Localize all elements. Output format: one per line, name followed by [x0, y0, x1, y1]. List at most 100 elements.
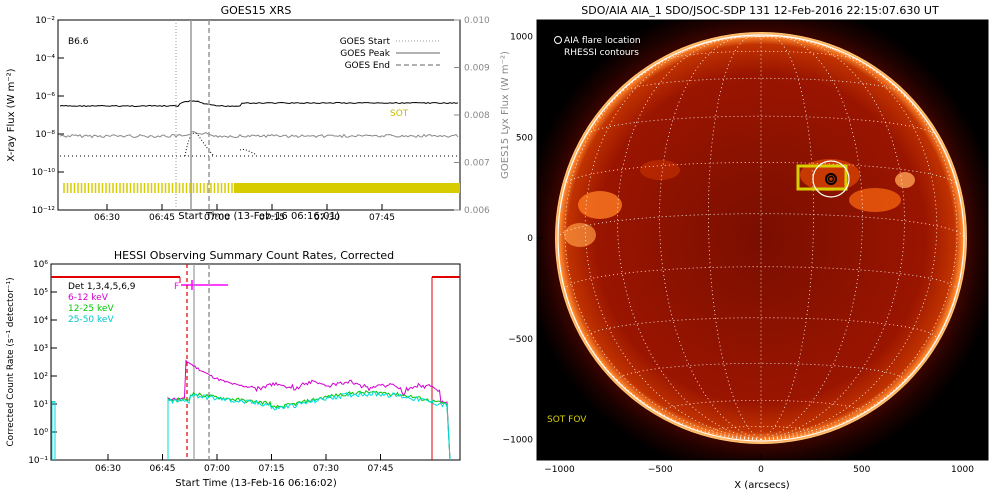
goes-x-tick-label: 07:15 — [259, 213, 285, 223]
goes-y2-tick-label: 0.006 — [464, 206, 490, 216]
hessi-x-tick-label: 07:15 — [259, 464, 285, 474]
hessi-x-label: Start Time (13-Feb-16 06:16:02) — [175, 478, 337, 489]
active-region-west — [849, 188, 901, 212]
latitude-line — [708, 426, 814, 433]
sun-disk — [555, 32, 967, 444]
goes-title: GOES15 XRS — [221, 4, 292, 17]
sun-x-tick-label: 500 — [853, 465, 870, 475]
hessi-y-tick-label: 10³ — [33, 344, 48, 354]
sot-fov-label: SOT FOV — [547, 415, 587, 425]
hessi-x-tick-label: 07:45 — [368, 464, 394, 474]
goes-class-label: B6.6 — [68, 37, 89, 47]
sun-panel: SDO/AIA AIA_1 SDO/JSOC-SDP 131 12-Feb-20… — [503, 4, 989, 491]
hessi-plot-frame — [50, 263, 461, 461]
hessi-y-tick-label: 10⁻¹ — [28, 456, 48, 466]
sun-title: SDO/AIA AIA_1 SDO/JSOC-SDP 131 12-Feb-20… — [581, 4, 939, 17]
hessi-legend-25-50: 25-50 keV — [68, 315, 114, 325]
goes-x-label: Start Time (13-Feb-16 06:16:01) — [178, 211, 340, 222]
hessi-legend: Det 1,3,4,5,6,9 6-12 keV 12-25 keV 25-50… — [68, 282, 136, 325]
sot-coverage-bar — [63, 183, 233, 193]
hessi-x-tick-label: 06:30 — [95, 464, 121, 474]
sun-x-tick-label: −1000 — [544, 465, 575, 475]
goes-y-tick-label: 10⁻⁴ — [35, 54, 55, 64]
legend-goes-peak-label: GOES Peak — [340, 49, 390, 59]
goes-y2-tick-label: 0.009 — [464, 64, 490, 74]
legend-goes-start-label: GOES Start — [340, 37, 391, 47]
goes-y-tick-label: 10⁻² — [35, 16, 55, 26]
legend-aia-icon — [554, 36, 562, 44]
goes-y-tick-label: 10⁻⁸ — [35, 130, 55, 140]
hessi-y-tick-label: 10⁰ — [33, 428, 48, 438]
hessi-x-axis: 06:30 06:45 07:00 07:15 07:30 07:45 — [95, 454, 393, 474]
solar-limb — [557, 34, 965, 442]
sot-coverage-solid — [234, 183, 460, 193]
goes-x-tick-label: 07:00 — [204, 213, 230, 223]
goes-y2-axis: 0.010 0.009 0.008 0.007 0.006 — [454, 16, 490, 216]
longitude-line — [659, 35, 762, 440]
sun-x-tick-label: 1000 — [951, 465, 974, 475]
sot-fov-box — [796, 164, 848, 191]
sun-y-tick-label: 500 — [516, 133, 533, 143]
longitude-line — [708, 35, 762, 440]
goes-y2-tick-label: 0.010 — [464, 16, 490, 26]
sun-y-tick-label: −1000 — [503, 436, 534, 446]
hessi-title: HESSI Observing Summary Count Rates, Cor… — [114, 249, 394, 262]
sun-x-tick-label: −500 — [648, 465, 673, 475]
hessi-flare-flag-label: F — [174, 282, 179, 292]
goes-y2-tick-label: 0.008 — [464, 111, 490, 121]
latitude-line — [584, 115, 938, 138]
hessi-legend-12-25: 12-25 keV — [68, 304, 114, 314]
longitude-line — [760, 35, 863, 440]
rhessi-contour-inner — [827, 175, 835, 183]
goes-x-tick-label: 07:45 — [369, 213, 395, 223]
goes-panel: GOES15 XRS 10⁻² 10⁻⁴ 10⁻⁶ 10⁻⁸ 10⁻¹⁰ 10⁻¹² 0.… — [6, 4, 511, 223]
aia-flare-location-circle — [812, 160, 850, 198]
goes-y-tick-label: 10⁻¹⁰ — [32, 168, 56, 178]
hessi-panel: HESSI Observing Summary Count Rates, Cor… — [6, 249, 461, 489]
goes-y-axis: 10⁻² 10⁻⁴ 10⁻⁶ 10⁻⁸ 10⁻¹⁰ 10⁻¹² — [32, 16, 64, 216]
goes-x-axis: 06:30 06:45 07:00 07:15 07:30 07:45 — [94, 204, 395, 223]
rhessi-contour-outer — [825, 173, 837, 185]
goes-y2-tick-label: 0.007 — [464, 159, 490, 169]
hessi-y-tick-label: 10¹ — [33, 400, 48, 410]
sun-y-axis: 1000 500 0 −500 −1000 — [503, 33, 543, 446]
hessi-x-tick-label: 07:00 — [204, 464, 230, 474]
latitude-line — [584, 317, 938, 339]
goes-y2-label: GOES15 Lyx Flux (W m⁻²) — [500, 51, 511, 179]
goes-long-channel-line — [59, 100, 459, 108]
sot-label: SOT — [390, 109, 409, 119]
hessi-y-tick-label: 10⁴ — [33, 316, 48, 326]
hessi-y-label: Corrected Count Rate (s⁻¹ detector⁻¹) — [6, 277, 16, 446]
hessi-y-tick-label: 10⁶ — [33, 260, 48, 270]
active-region-limb — [895, 172, 915, 188]
heliographic-grid — [558, 35, 964, 440]
hessi-y-axis: 10⁶ 10⁵ 10⁴ 10³ 10² 10¹ 10⁰ 10⁻¹ — [28, 260, 57, 466]
goes-y-tick-label: 10⁻⁶ — [35, 92, 55, 102]
goes-x-tick-label: 07:30 — [314, 213, 340, 223]
legend-aia-label: AIA flare location — [564, 36, 641, 46]
sun-x-label: X (arcsecs) — [734, 480, 790, 491]
sun-y-tick-label: −500 — [508, 335, 533, 345]
goes-y-tick-label: 10⁻¹² — [32, 206, 56, 216]
sun-x-axis: −1000 −500 0 500 1000 — [544, 454, 974, 475]
latitude-line — [564, 162, 958, 186]
hessi-legend-6-12: 6-12 keV — [68, 293, 109, 303]
hessi-y-tick-label: 10² — [33, 372, 48, 382]
goes-lyman-channel-line — [59, 131, 459, 139]
longitude-line — [760, 35, 814, 440]
goes-x-tick-label: 06:30 — [94, 213, 120, 223]
hessi-y-tick-label: 10⁵ — [33, 288, 48, 298]
goes-legend: GOES Start GOES Peak GOES End — [340, 37, 440, 71]
active-region-east — [578, 191, 622, 219]
legend-rhessi-label: RHESSI contours — [564, 48, 639, 58]
sun-y-tick-label: 1000 — [510, 33, 533, 43]
sun-frame — [536, 19, 989, 461]
hessi-x-tick-label: 06:45 — [150, 464, 176, 474]
sun-y-tick-label: 0 — [527, 234, 533, 244]
hessi-det-label: Det 1,3,4,5,6,9 — [68, 282, 136, 292]
hessi-6-12-kev-line — [51, 359, 451, 461]
goes-x-tick-label: 06:45 — [149, 213, 175, 223]
active-region-ne — [640, 160, 680, 180]
hessi-x-tick-label: 07:30 — [313, 464, 339, 474]
